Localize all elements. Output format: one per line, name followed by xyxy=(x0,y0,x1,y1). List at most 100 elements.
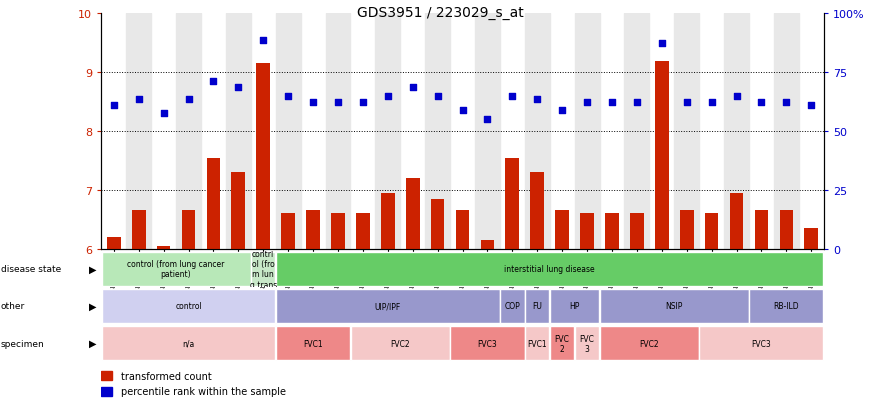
Bar xyxy=(126,14,152,249)
Text: FU: FU xyxy=(532,302,542,311)
Bar xyxy=(206,158,220,249)
Bar xyxy=(256,64,270,249)
Text: FVC
3: FVC 3 xyxy=(580,334,595,353)
Point xyxy=(431,93,445,100)
Text: n/a: n/a xyxy=(182,339,195,348)
Point xyxy=(281,93,295,100)
Bar xyxy=(331,214,344,249)
Text: FVC2: FVC2 xyxy=(640,339,659,348)
Bar xyxy=(307,211,320,249)
Bar xyxy=(276,14,300,249)
Point xyxy=(405,84,419,91)
Point xyxy=(131,96,145,103)
Text: FVC1: FVC1 xyxy=(303,339,322,348)
Bar xyxy=(705,214,719,249)
Bar xyxy=(581,214,594,249)
Bar xyxy=(276,290,500,323)
Bar xyxy=(630,214,644,249)
Text: FVC3: FVC3 xyxy=(751,339,772,348)
Bar xyxy=(101,371,112,380)
Bar xyxy=(625,14,649,249)
Bar xyxy=(481,240,494,249)
Point xyxy=(181,96,196,103)
Bar xyxy=(804,228,818,249)
Text: RB-ILD: RB-ILD xyxy=(774,302,799,311)
Point xyxy=(107,102,121,109)
Bar xyxy=(525,327,550,360)
Point xyxy=(356,99,370,106)
Text: contrl
ol (fro
m lun
g trans: contrl ol (fro m lun g trans xyxy=(249,249,277,289)
Bar xyxy=(574,14,600,249)
Bar xyxy=(181,211,196,249)
Bar xyxy=(729,193,744,249)
Point xyxy=(455,108,470,114)
Point xyxy=(580,99,594,106)
Bar xyxy=(281,214,295,249)
Bar xyxy=(276,252,824,286)
Bar xyxy=(325,14,351,249)
Point xyxy=(729,93,744,100)
Bar xyxy=(226,14,251,249)
Text: percentile rank within the sample: percentile rank within the sample xyxy=(121,387,285,396)
Bar xyxy=(506,158,519,249)
Point xyxy=(256,38,270,44)
Bar xyxy=(525,14,550,249)
Bar xyxy=(530,173,544,249)
Point xyxy=(705,99,719,106)
Bar xyxy=(276,327,350,360)
Text: transformed count: transformed count xyxy=(121,371,211,381)
Bar xyxy=(575,327,599,360)
Text: control: control xyxy=(175,302,202,311)
Bar xyxy=(500,290,524,323)
Point xyxy=(331,99,345,106)
Bar xyxy=(107,237,121,249)
Point xyxy=(754,99,768,106)
Text: UIP/IPF: UIP/IPF xyxy=(374,302,401,311)
Bar xyxy=(555,211,569,249)
Point xyxy=(804,102,818,109)
Bar xyxy=(450,327,524,360)
Text: control (from lung cancer
patient): control (from lung cancer patient) xyxy=(128,259,225,279)
Point xyxy=(655,40,669,47)
Point xyxy=(780,99,794,106)
Bar xyxy=(406,179,419,249)
Text: FVC2: FVC2 xyxy=(390,339,410,348)
Bar xyxy=(356,214,370,249)
Bar xyxy=(157,246,170,249)
Bar xyxy=(780,211,793,249)
Bar xyxy=(674,14,700,249)
Point xyxy=(506,93,520,100)
Bar xyxy=(755,211,768,249)
Point xyxy=(530,96,544,103)
Text: FVC
2: FVC 2 xyxy=(555,334,570,353)
Text: FVC1: FVC1 xyxy=(528,339,547,348)
Bar xyxy=(550,327,574,360)
Text: GDS3951 / 223029_s_at: GDS3951 / 223029_s_at xyxy=(357,6,524,20)
Point xyxy=(306,99,320,106)
Point xyxy=(232,84,246,91)
Bar xyxy=(605,214,618,249)
Point xyxy=(679,99,693,106)
Bar xyxy=(375,14,400,249)
Bar xyxy=(132,211,145,249)
Text: ▶: ▶ xyxy=(89,338,97,349)
Point xyxy=(555,108,569,114)
Text: disease state: disease state xyxy=(1,265,61,273)
Bar xyxy=(101,327,276,360)
Text: NSIP: NSIP xyxy=(665,302,683,311)
Text: HP: HP xyxy=(569,302,580,311)
Bar xyxy=(600,327,699,360)
Bar xyxy=(351,327,450,360)
Bar xyxy=(232,173,245,249)
Bar xyxy=(101,387,112,396)
Text: specimen: specimen xyxy=(1,339,45,348)
Point xyxy=(157,111,171,117)
Text: FVC3: FVC3 xyxy=(478,339,497,348)
Bar xyxy=(700,327,824,360)
Text: COP: COP xyxy=(505,302,520,311)
Bar xyxy=(381,193,395,249)
Bar xyxy=(475,14,500,249)
Bar xyxy=(600,290,749,323)
Bar xyxy=(749,290,824,323)
Bar xyxy=(550,290,599,323)
